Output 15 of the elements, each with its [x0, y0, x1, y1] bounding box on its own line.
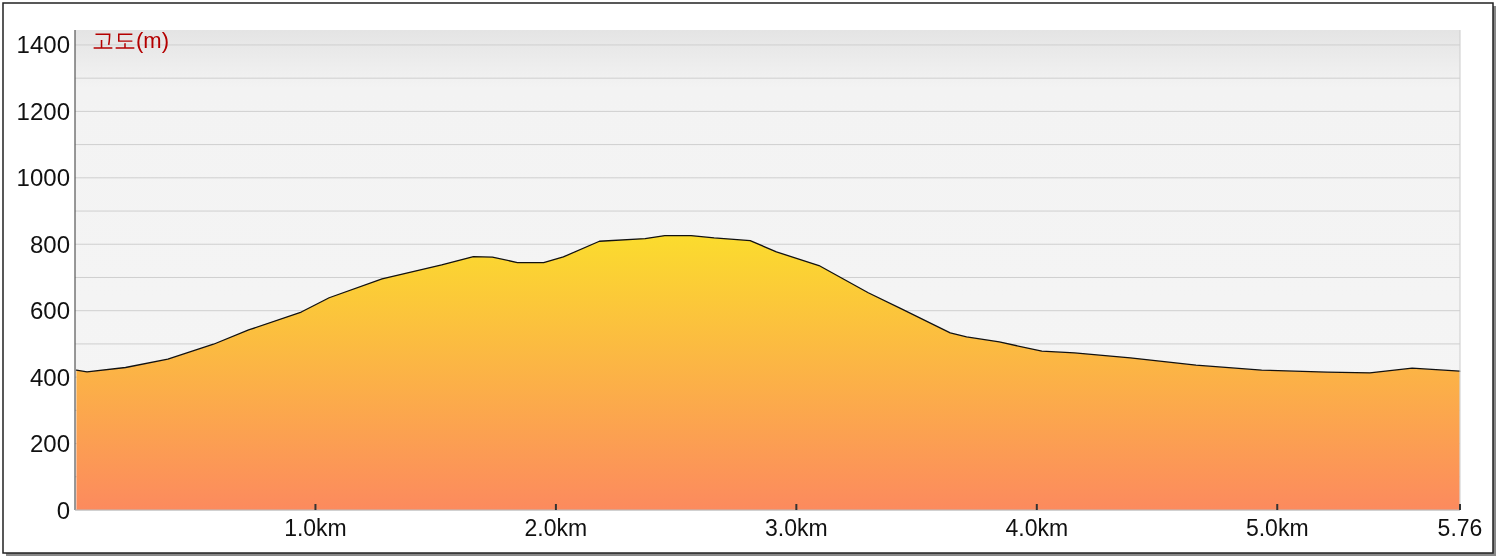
y-tick-label: 800	[29, 230, 70, 258]
y-axis-title: 고도(m)	[92, 27, 169, 53]
x-tick-label: 3.0km	[765, 515, 828, 541]
y-tick-label: 1000	[16, 164, 70, 192]
x-tick-label: 4.0km	[1005, 515, 1069, 541]
y-tick-label: 1400	[16, 31, 70, 59]
x-tick-label: 1.0km	[284, 515, 347, 541]
x-tick-label: 5.0km	[1245, 515, 1309, 541]
y-tick-label: 0	[56, 496, 70, 524]
x-tick-label: 2.0km	[524, 515, 588, 541]
y-tick-label: 1200	[16, 97, 70, 125]
y-tick-label: 600	[29, 297, 70, 325]
x-tick-label: 5.76	[1437, 515, 1483, 541]
y-tick-label: 400	[29, 363, 70, 391]
y-tick-label: 200	[29, 430, 70, 458]
